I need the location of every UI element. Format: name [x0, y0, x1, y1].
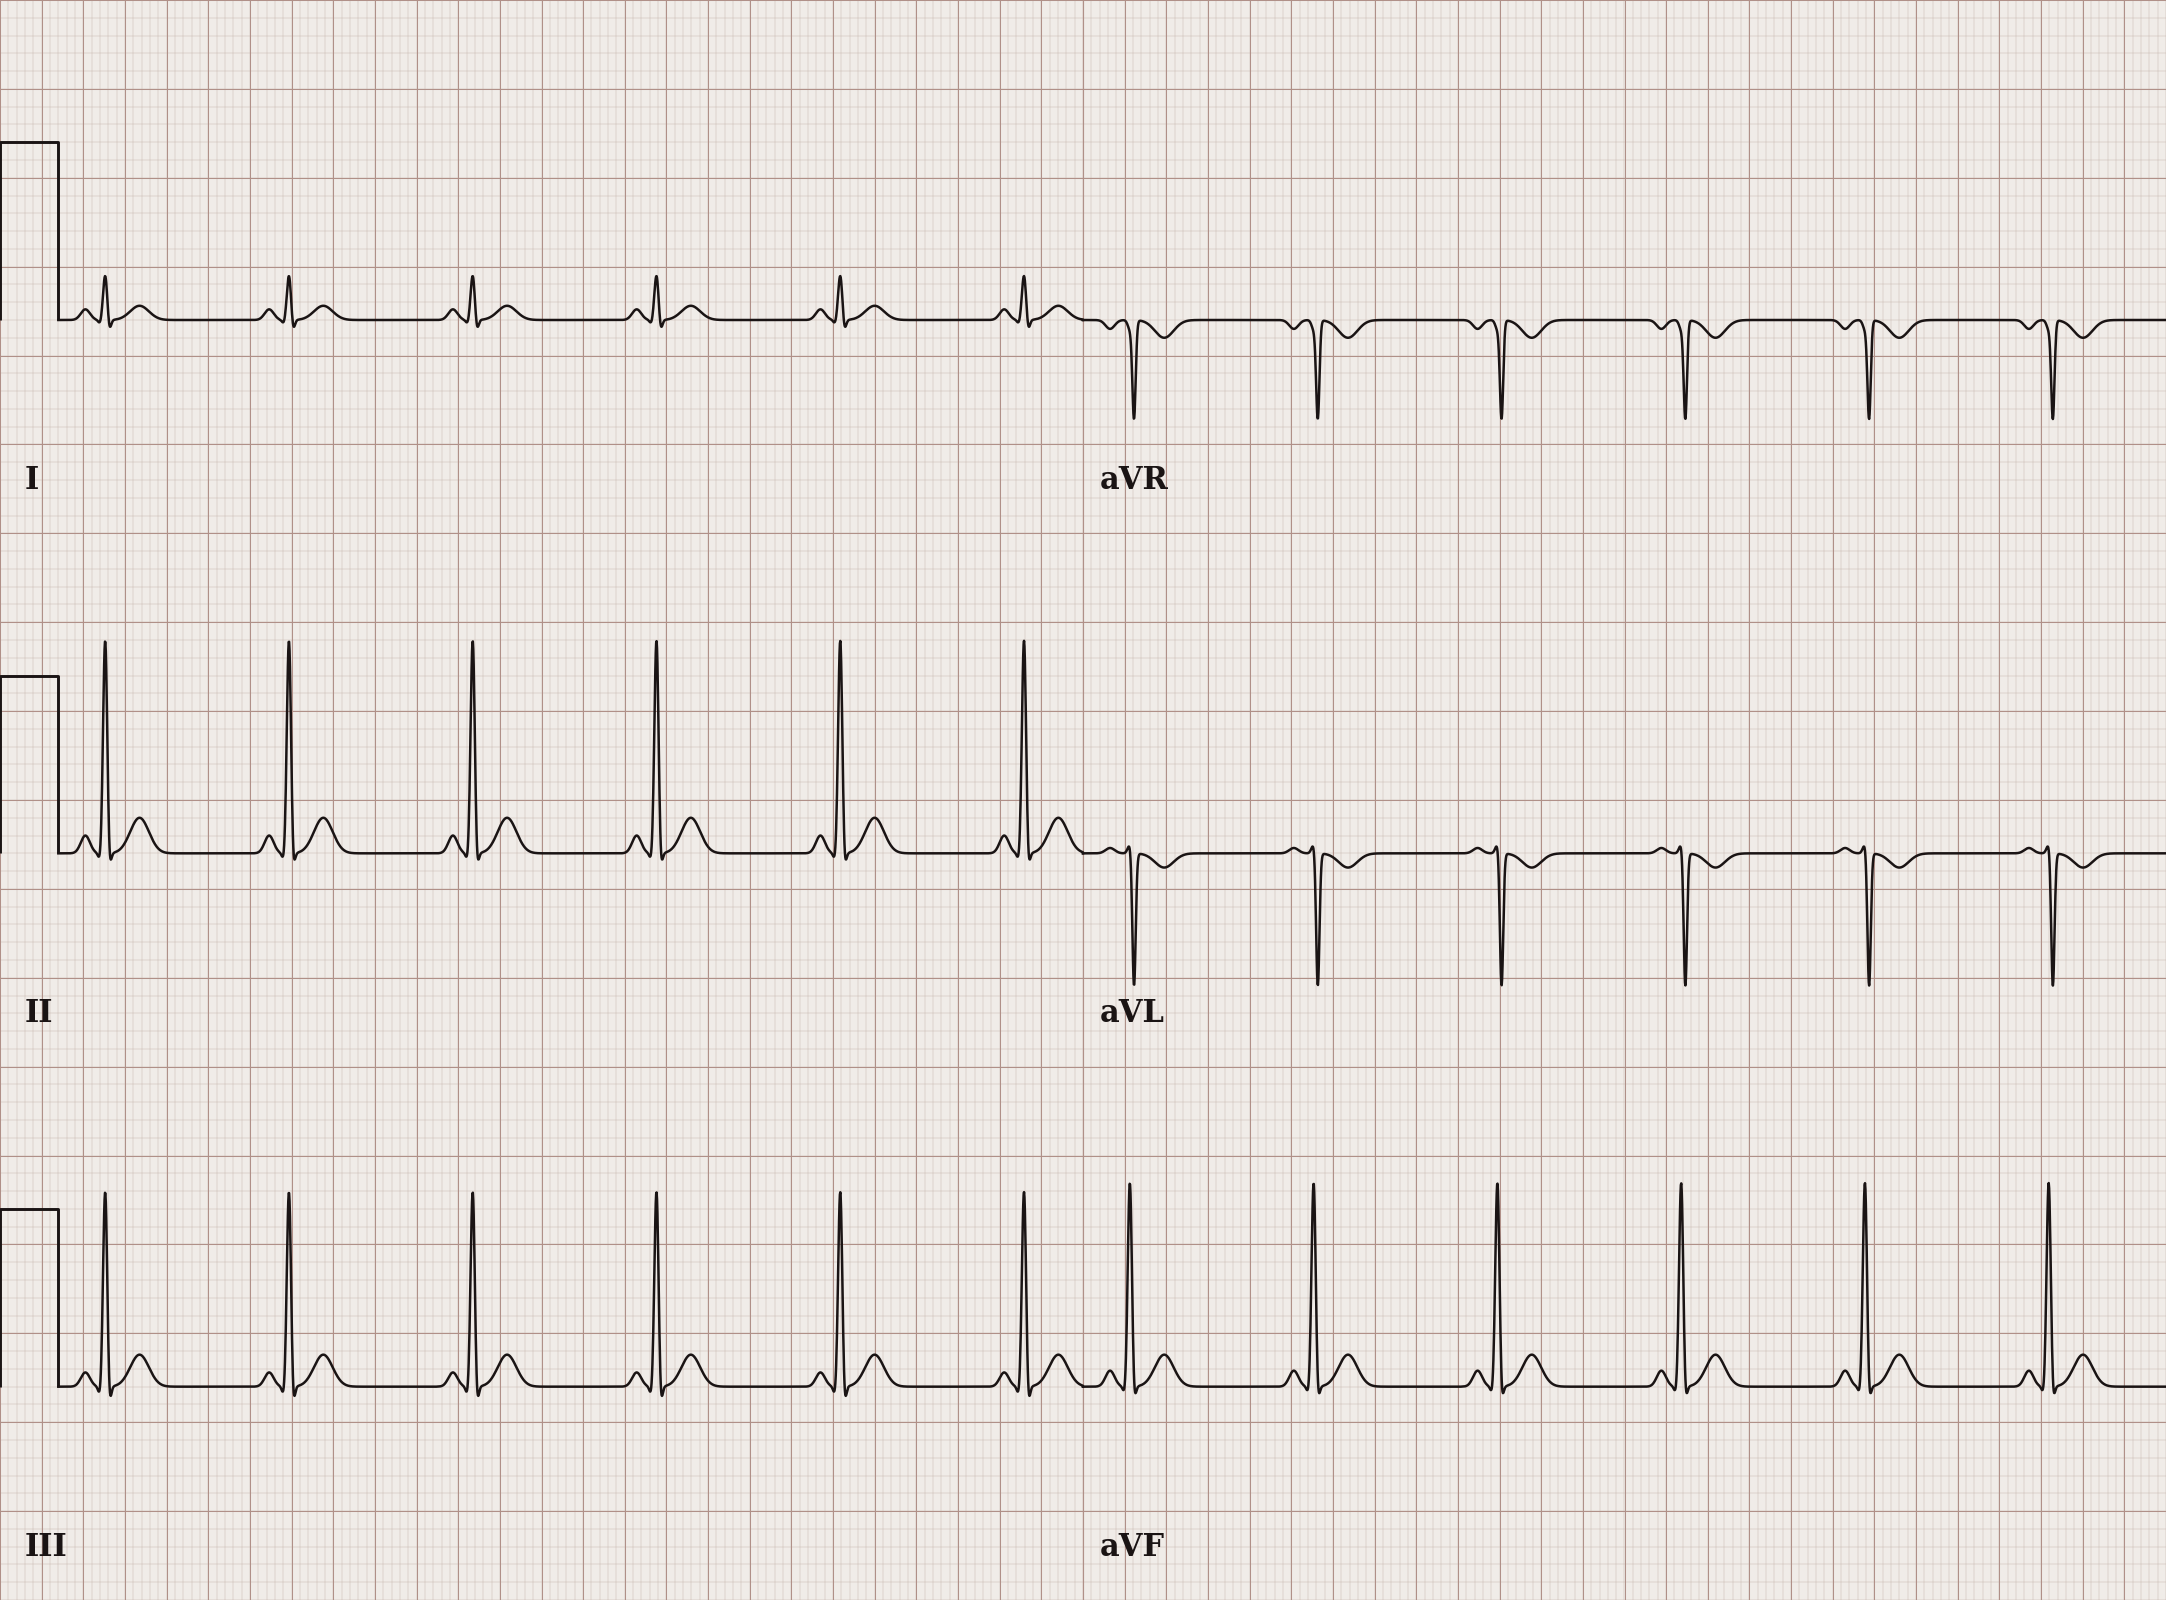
Text: aVR: aVR — [1100, 466, 1167, 496]
Text: I: I — [26, 466, 39, 496]
Text: aVF: aVF — [1100, 1531, 1165, 1563]
Text: II: II — [26, 998, 54, 1029]
Text: aVL: aVL — [1100, 998, 1165, 1029]
Text: III: III — [26, 1531, 67, 1563]
